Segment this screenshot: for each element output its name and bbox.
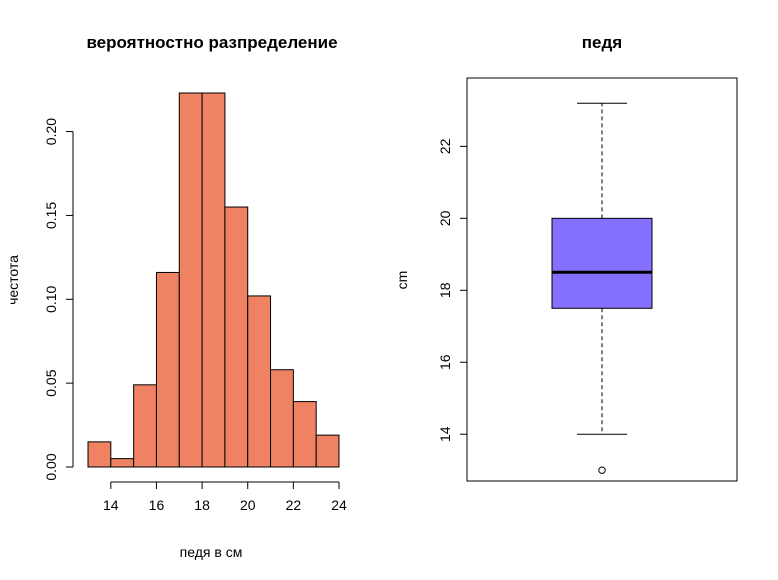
boxplot-title: педя [582,33,622,52]
boxplot-y-tick-label: 14 [437,426,453,442]
histogram-y-tick-label: 0.15 [43,202,59,229]
boxplot-body [551,102,653,474]
histogram-bar [155,271,180,468]
histogram-y-axis: 0.00 0.05 0.10 0.15 0.20 [43,118,74,481]
boxplot-box [551,217,653,309]
histogram-panel: вероятностно разпределение педя в см чес… [5,33,347,560]
histogram-bar [270,369,294,468]
histogram-bar [178,92,203,468]
histogram-y-tick-label: 0.00 [43,453,59,480]
histogram-x-tick-label: 24 [331,497,347,513]
histogram-x-tick-label: 18 [194,497,210,513]
histogram-bars [87,92,340,468]
histogram-bar [315,434,340,468]
histogram-bar [201,92,226,468]
boxplot-panel: педя cm 14 16 18 20 22 [394,33,738,482]
histogram-bar [133,384,157,468]
histogram-x-tick-label: 14 [103,497,119,513]
boxplot-outlier-point [598,466,606,474]
boxplot-y-axis: 14 16 18 20 22 [437,138,467,442]
histogram-bar [87,441,112,468]
histogram-bar [110,458,135,468]
histogram-y-tick-label: 0.20 [43,118,59,145]
histogram-bar [247,295,272,468]
histogram-y-tick-label: 0.05 [43,369,59,396]
boxplot-y-axis-label: cm [394,271,410,290]
histogram-y-axis-label: честота [5,255,21,305]
boxplot-frame [466,77,738,482]
histogram-title: вероятностно разпределение [86,33,337,52]
histogram-bar [292,401,317,468]
boxplot-y-tick-label: 22 [437,138,453,154]
histogram-x-axis: 14 16 18 20 22 24 [103,481,347,513]
histogram-x-tick-label: 20 [240,497,256,513]
boxplot-y-tick-label: 16 [437,354,453,370]
boxplot-y-tick-label: 20 [437,210,453,226]
histogram-y-tick-label: 0.10 [43,285,59,312]
histogram-x-tick-label: 16 [149,497,165,513]
boxplot-y-tick-label: 18 [437,282,453,298]
histogram-x-axis-label: педя в см [180,544,243,560]
histogram-x-tick-label: 22 [286,497,302,513]
histogram-bar [224,206,249,468]
